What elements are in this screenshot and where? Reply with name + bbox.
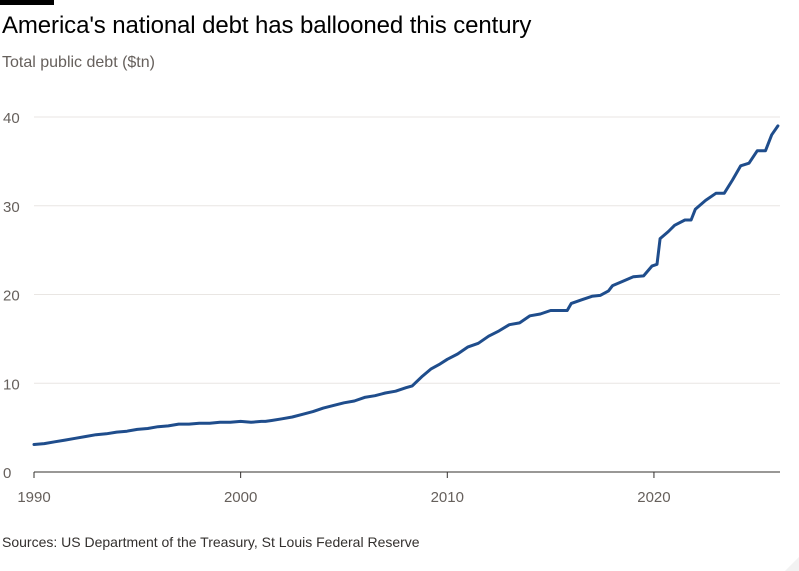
debt-series-line	[32, 124, 780, 446]
source-note: Sources: US Department of the Treasury, …	[2, 534, 420, 550]
chart-subtitle: Total public debt ($tn)	[2, 54, 155, 71]
x-tick-label: 2010	[431, 489, 464, 506]
y-tick-label: 20	[3, 288, 20, 305]
y-tick-label: 40	[3, 110, 20, 127]
corner-fold	[785, 557, 799, 571]
x-tick-label: 2000	[224, 489, 257, 506]
y-tick-label: 10	[3, 376, 20, 393]
x-tick-label: 2020	[637, 489, 670, 506]
chart-title: America's national debt has ballooned th…	[2, 12, 532, 39]
y-tick-label: 30	[3, 199, 20, 216]
y-tick-label: 0	[3, 465, 11, 482]
x-tick-label: 1990	[17, 489, 50, 506]
brand-bar	[0, 0, 54, 5]
